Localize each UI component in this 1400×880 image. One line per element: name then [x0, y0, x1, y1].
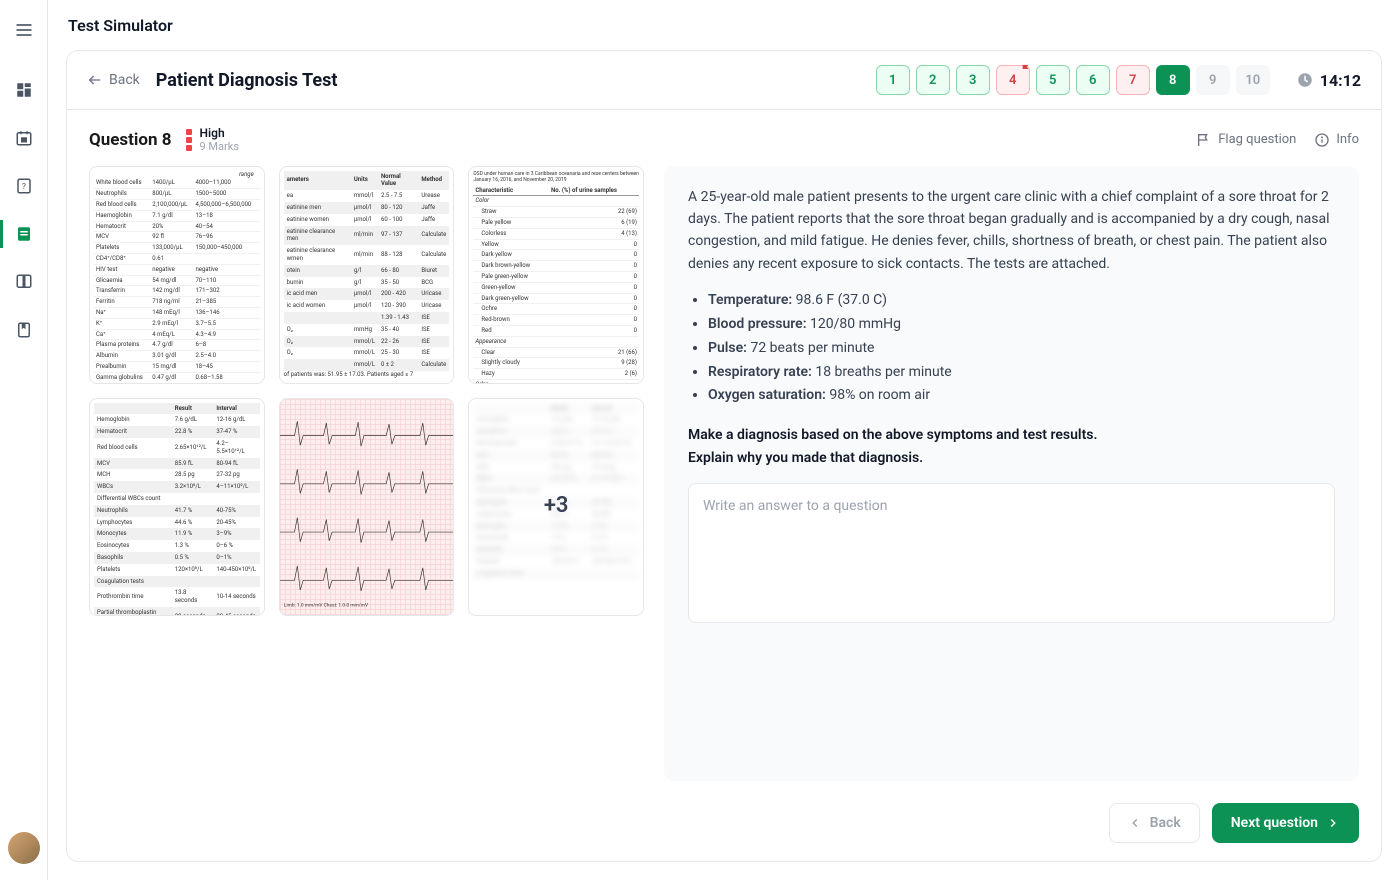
info-label: Info	[1336, 132, 1359, 147]
info-icon	[1314, 132, 1330, 148]
main-area: Test Simulator Back Patient Diagnosis Te…	[48, 0, 1400, 880]
difficulty-label: High	[200, 126, 239, 140]
info-button[interactable]: Info	[1314, 132, 1359, 148]
attachment-thumb-more[interactable]: ResultIntervalHemoglobin7.6 g/dL12-16 g/…	[468, 398, 644, 616]
attachment-thumb[interactable]: DSD under human care in 3 Caribbean ocea…	[468, 166, 644, 384]
nav-calendar[interactable]	[0, 116, 48, 160]
question-nav-item[interactable]: 4	[996, 65, 1030, 95]
timer: 14:12	[1296, 71, 1361, 90]
card-header: Back Patient Diagnosis Test 12345678910 …	[67, 51, 1381, 110]
nav-test[interactable]	[0, 212, 48, 256]
question-nav-item[interactable]: 7	[1116, 65, 1150, 95]
question-nav-item[interactable]: 8	[1156, 65, 1190, 95]
marks-label: 9 Marks	[200, 140, 239, 153]
lab-table: White blood cells1400/µL4000–11,000Neutr…	[94, 178, 260, 383]
attachment-thumb-ecg[interactable]: Limb: 1.0 mm/mV Chest: 1.0-0 mm/mV	[279, 398, 455, 616]
prev-label: Back	[1150, 815, 1181, 831]
vital-item: Blood pressure: 120/80 mmHg	[708, 313, 1335, 337]
attachments-grid: range White blood cells1400/µL4000–11,00…	[89, 166, 644, 781]
nav-library[interactable]	[0, 260, 48, 304]
next-label: Next question	[1231, 815, 1318, 831]
question-description: A 25-year-old male patient presents to t…	[688, 186, 1335, 276]
attachment-thumb[interactable]: range White blood cells1400/µL4000–11,00…	[89, 166, 265, 384]
content-area: range White blood cells1400/µL4000–11,00…	[67, 166, 1381, 793]
vitals-list: Temperature: 98.6 F (37.0 C)Blood pressu…	[708, 289, 1335, 408]
question-nav-item[interactable]: 10	[1236, 65, 1270, 95]
question-nav-item[interactable]: 1	[876, 65, 910, 95]
ecg-trace-icon: Limb: 1.0 mm/mV Chest: 1.0-0 mm/mV	[280, 399, 454, 615]
nav-dashboard[interactable]	[0, 68, 48, 112]
question-bar: Question 8 High 9 Marks Flag question	[67, 110, 1381, 166]
question-panel: A 25-year-old male patient presents to t…	[664, 166, 1359, 781]
prev-button[interactable]: Back	[1109, 803, 1200, 843]
flag-question-button[interactable]: Flag question	[1196, 132, 1296, 148]
flag-icon	[1196, 132, 1212, 148]
svg-text:Limb: 1.0 mm/mV Chest: 1.0-0: Limb: 1.0 mm/mV Chest: 1.0-0 mm/mV	[284, 602, 368, 608]
lab-table: ametersUnitsNormal ValueMethodeammol/l2.…	[284, 171, 450, 371]
chevron-left-icon	[1128, 816, 1142, 830]
avatar[interactable]	[8, 832, 40, 864]
menu-icon[interactable]	[12, 18, 36, 42]
more-attachments-label: +3	[469, 399, 643, 615]
nav-bookmark[interactable]	[0, 308, 48, 352]
question-nav-item[interactable]: 5	[1036, 65, 1070, 95]
lab-table: CharacteristicNo. (%) of urine samplesCo…	[473, 186, 639, 384]
flag-label: Flag question	[1218, 132, 1296, 147]
next-button[interactable]: Next question	[1212, 803, 1359, 843]
vital-item: Respiratory rate: 18 breaths per minute	[708, 361, 1335, 385]
question-nav-item[interactable]: 6	[1076, 65, 1110, 95]
app-title: Test Simulator	[48, 0, 1400, 50]
nav-help[interactable]: ?	[0, 164, 48, 208]
question-nav-item[interactable]: 9	[1196, 65, 1230, 95]
attachment-thumb[interactable]: ResultIntervalHemoglobin7.6 g/dL12-16 g/…	[89, 398, 265, 616]
question-nav-item[interactable]: 2	[916, 65, 950, 95]
answer-input[interactable]: Write an answer to a question	[688, 483, 1335, 623]
chevron-right-icon	[1326, 816, 1340, 830]
vital-item: Oxygen saturation: 98% on room air	[708, 384, 1335, 408]
svg-text:?: ?	[22, 182, 26, 192]
attachment-thumb[interactable]: ametersUnitsNormal ValueMethodeammol/l2.…	[279, 166, 455, 384]
test-card: Back Patient Diagnosis Test 12345678910 …	[66, 50, 1382, 862]
back-label: Back	[109, 72, 140, 88]
question-prompts: Make a diagnosis based on the above symp…	[688, 424, 1335, 469]
timer-value: 14:12	[1320, 71, 1361, 90]
arrow-left-icon	[87, 72, 103, 88]
back-link[interactable]: Back	[87, 72, 140, 88]
vital-item: Pulse: 72 beats per minute	[708, 337, 1335, 361]
left-sidebar: ?	[0, 0, 48, 880]
difficulty-dots-icon	[186, 129, 192, 151]
page-title: Patient Diagnosis Test	[156, 70, 338, 91]
question-title: Question 8	[89, 130, 172, 150]
vital-item: Temperature: 98.6 F (37.0 C)	[708, 289, 1335, 313]
clock-icon	[1296, 71, 1314, 89]
difficulty-badge: High 9 Marks	[186, 126, 239, 154]
question-nav: 12345678910	[876, 65, 1270, 95]
lab-table: ResultIntervalHemoglobin7.6 g/dL12-16 g/…	[94, 403, 260, 616]
question-card: A 25-year-old male patient presents to t…	[664, 166, 1359, 781]
footer-buttons: Back Next question	[67, 793, 1381, 861]
question-nav-item[interactable]: 3	[956, 65, 990, 95]
